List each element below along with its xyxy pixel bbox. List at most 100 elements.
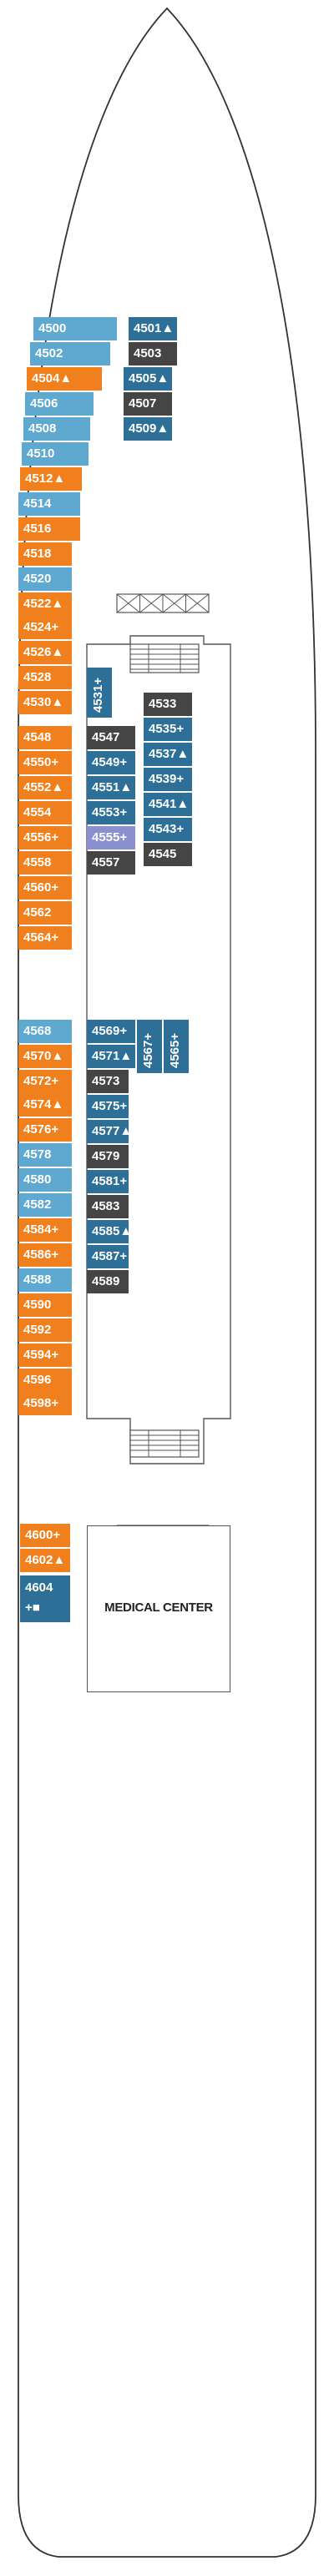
cabin-4554[interactable]: 4554	[18, 801, 72, 824]
cabin-4550[interactable]: 4550+	[18, 751, 72, 774]
cabin-4600[interactable]: 4600+	[20, 1524, 70, 1547]
cabin-4580[interactable]: 4580	[18, 1168, 72, 1192]
cabin-4588[interactable]: 4588	[18, 1268, 72, 1292]
cabin-4576[interactable]: 4576+	[18, 1118, 72, 1142]
cabin-4512[interactable]: 4512▲	[20, 467, 82, 491]
cabin-4575[interactable]: 4575+	[87, 1095, 129, 1118]
cabin-4584[interactable]: 4584+	[18, 1218, 72, 1242]
cabin-4553[interactable]: 4553+	[87, 801, 135, 824]
cabin-4548[interactable]: 4548	[18, 726, 72, 749]
cabin-4530[interactable]: 4530▲	[18, 691, 72, 714]
cabin-4574[interactable]: 4574▲	[18, 1093, 72, 1117]
cabin-4564[interactable]: 4564+	[18, 926, 72, 950]
cabin-4520[interactable]: 4520	[18, 567, 72, 591]
cabin-4586[interactable]: 4586+	[18, 1243, 72, 1267]
cabin-4502[interactable]: 4502	[30, 342, 110, 365]
cabin-number: 4539+	[149, 772, 185, 786]
cabin-4581[interactable]: 4581+	[87, 1170, 129, 1193]
cabin-4533[interactable]: 4533	[144, 693, 192, 716]
cabin-4562[interactable]: 4562	[18, 901, 72, 925]
cabin-4514[interactable]: 4514	[18, 492, 80, 516]
cabin-4506[interactable]: 4506	[25, 392, 94, 416]
cabin-4518[interactable]: 4518	[18, 542, 72, 566]
cabin-4560[interactable]: 4560+	[18, 876, 72, 900]
cabin-4585[interactable]: 4585▲	[87, 1220, 132, 1243]
cabin-number: 4562	[23, 905, 52, 920]
cabin-4507[interactable]: 4507	[124, 392, 172, 416]
cabin-4558[interactable]: 4558	[18, 851, 72, 875]
cabin-number: 4581+	[92, 1174, 128, 1188]
cabin-number: 4503	[134, 346, 162, 360]
central-atrium-outline	[86, 635, 231, 1464]
cabin-number: 4560+	[23, 880, 59, 895]
cabin-4501[interactable]: 4501▲	[129, 317, 177, 340]
cabin-4541[interactable]: 4541▲	[144, 793, 192, 816]
cabin-number: 4522▲	[23, 597, 64, 611]
cabin-4509[interactable]: 4509▲	[124, 417, 172, 441]
cabin-4602[interactable]: 4602▲	[20, 1549, 70, 1572]
cabin-4531[interactable]: 4531+	[87, 668, 112, 718]
cabin-4604[interactable]: 4604 +■	[20, 1575, 70, 1622]
cabin-number: 4512▲	[25, 471, 66, 486]
cabin-4571[interactable]: 4571▲	[87, 1045, 135, 1068]
cabin-4528[interactable]: 4528	[18, 666, 72, 689]
cabin-4569[interactable]: 4569+	[87, 1020, 135, 1043]
cabin-number: 4500	[38, 321, 67, 335]
cabin-number: 4551▲	[92, 780, 133, 794]
cabin-4565[interactable]: 4565+	[164, 1020, 189, 1073]
cabin-number: 4520	[23, 572, 52, 586]
cabin-number: 4516	[23, 522, 52, 536]
cabin-number: 4577▲	[92, 1124, 133, 1138]
cabin-4590[interactable]: 4590	[18, 1293, 72, 1317]
cabin-4598[interactable]: 4598+	[18, 1392, 72, 1415]
cabin-4582[interactable]: 4582	[18, 1193, 72, 1217]
cabin-4555[interactable]: 4555+	[87, 826, 135, 849]
cabin-4552[interactable]: 4552▲	[18, 776, 72, 799]
cabin-4505[interactable]: 4505▲	[124, 367, 172, 391]
cabin-4524[interactable]: 4524+	[18, 616, 72, 639]
cabin-4535[interactable]: 4535+	[144, 718, 192, 741]
cabin-4504[interactable]: 4504▲	[27, 367, 102, 391]
cabin-number: 4548	[23, 730, 52, 744]
cabin-4568[interactable]: 4568	[18, 1020, 72, 1043]
cabin-4587[interactable]: 4587+	[87, 1245, 129, 1268]
cabin-4503[interactable]: 4503	[129, 342, 177, 365]
cabin-4526[interactable]: 4526▲	[18, 641, 72, 664]
cabin-4551[interactable]: 4551▲	[87, 776, 135, 799]
cabin-4510[interactable]: 4510	[22, 442, 89, 466]
cabin-4570[interactable]: 4570▲	[18, 1045, 72, 1068]
cabin-number: 4553+	[92, 805, 128, 819]
cabin-number: 4501▲	[134, 321, 175, 335]
cabin-4596[interactable]: 4596	[18, 1369, 72, 1392]
cabin-4539[interactable]: 4539+	[144, 768, 192, 791]
cabin-4578[interactable]: 4578	[18, 1143, 72, 1167]
cabin-4577[interactable]: 4577▲	[87, 1120, 133, 1143]
cabin-4579[interactable]: 4579	[87, 1145, 129, 1168]
cabin-4567[interactable]: 4567+	[137, 1020, 162, 1073]
cabin-4516[interactable]: 4516	[18, 517, 80, 541]
cabin-4500[interactable]: 4500	[33, 317, 117, 340]
cabin-number: 4552▲	[23, 780, 64, 794]
cabin-4592[interactable]: 4592	[18, 1318, 72, 1342]
cabin-4547[interactable]: 4547	[87, 726, 135, 749]
cabin-number: 4578	[23, 1147, 52, 1162]
cabin-4589[interactable]: 4589	[87, 1270, 129, 1293]
cabin-4583[interactable]: 4583	[87, 1195, 129, 1218]
cabin-4508[interactable]: 4508	[23, 417, 90, 441]
cabin-number: 4600+	[25, 1528, 61, 1542]
cabin-4573[interactable]: 4573	[87, 1070, 129, 1093]
cabin-4557[interactable]: 4557	[87, 851, 135, 875]
cabin-number: 4588	[23, 1273, 52, 1287]
cabin-4537[interactable]: 4537▲	[144, 743, 192, 766]
cabin-number: 4587+	[92, 1249, 128, 1263]
cabin-4572[interactable]: 4572+	[18, 1070, 72, 1093]
cabin-4522[interactable]: 4522▲	[18, 592, 72, 616]
cabin-4549[interactable]: 4549+	[87, 751, 135, 774]
cabin-4556[interactable]: 4556+	[18, 826, 72, 849]
cabin-number: 4589	[92, 1274, 120, 1288]
cabin-4543[interactable]: 4543+	[144, 818, 192, 841]
cabin-4594[interactable]: 4594+	[18, 1343, 72, 1367]
cabin-4545[interactable]: 4545	[144, 843, 192, 866]
cabin-number: 4502	[35, 346, 63, 360]
